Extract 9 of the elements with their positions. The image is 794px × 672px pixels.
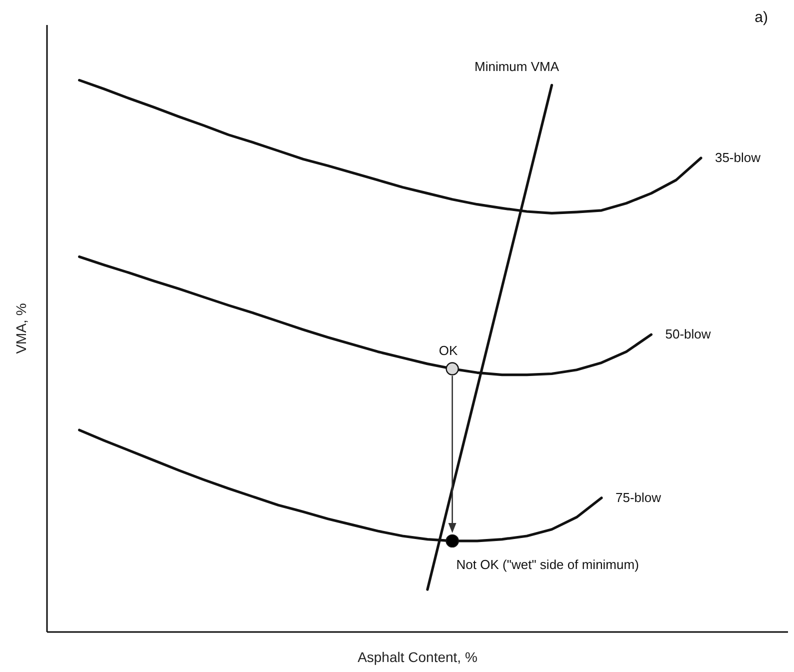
series-label: 50-blow (665, 326, 712, 342)
series-label: Not OK ("wet" side of minimum) (456, 556, 639, 572)
series-label: 75-blow (616, 490, 662, 505)
y-axis-title: VMA, % (13, 303, 29, 354)
series-label: OK (438, 342, 458, 358)
text: a) (754, 9, 768, 26)
series-label: 35-blow (714, 150, 762, 165)
x-axis-title: Asphalt Content, % (358, 649, 478, 665)
series-label: Minimum VMA (474, 59, 560, 74)
